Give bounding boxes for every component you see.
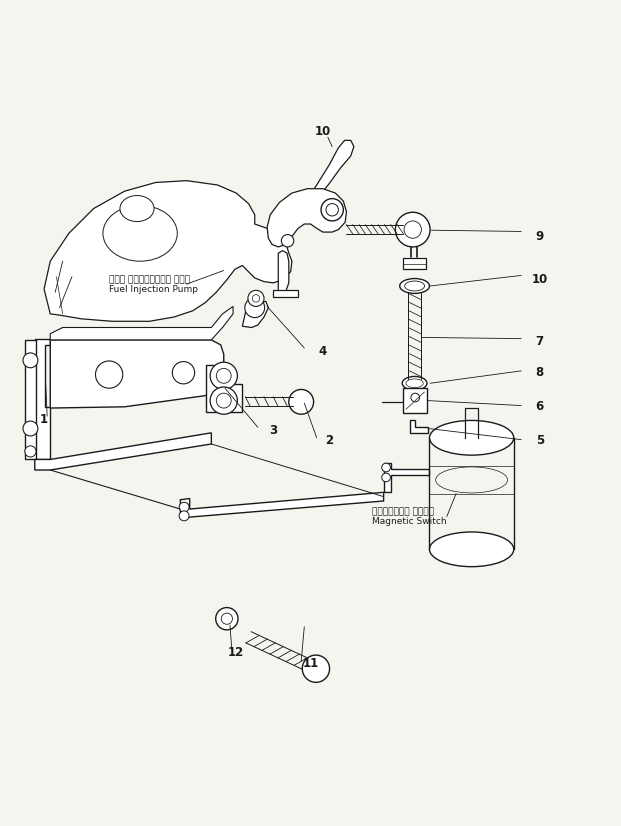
Circle shape [210, 387, 237, 415]
Circle shape [321, 198, 343, 221]
Circle shape [245, 297, 265, 317]
Text: 6: 6 [536, 401, 544, 413]
Polygon shape [25, 339, 36, 459]
Text: 2: 2 [325, 434, 333, 447]
Text: 10: 10 [532, 273, 548, 287]
Circle shape [289, 389, 314, 415]
Text: 5: 5 [536, 434, 544, 448]
Circle shape [302, 655, 330, 682]
Circle shape [281, 235, 294, 247]
Polygon shape [404, 258, 426, 269]
Polygon shape [50, 339, 224, 408]
Circle shape [179, 511, 189, 521]
Polygon shape [206, 364, 242, 411]
Text: 7: 7 [536, 335, 544, 349]
Polygon shape [35, 339, 50, 459]
Polygon shape [278, 250, 289, 297]
Circle shape [96, 361, 123, 388]
Text: 8: 8 [536, 366, 544, 379]
Text: 10: 10 [315, 125, 331, 138]
Circle shape [25, 446, 36, 457]
Text: フェル インジェクション ポンプ: フェル インジェクション ポンプ [109, 275, 190, 284]
Circle shape [23, 353, 38, 368]
Circle shape [396, 212, 430, 247]
Text: 4: 4 [319, 344, 327, 358]
Ellipse shape [400, 278, 430, 293]
Text: 12: 12 [228, 646, 244, 659]
Polygon shape [273, 290, 298, 297]
Polygon shape [44, 140, 354, 321]
Text: Fuel Injection Pump: Fuel Injection Pump [109, 285, 198, 293]
Text: Magnetic Switch: Magnetic Switch [373, 517, 447, 526]
Text: 9: 9 [536, 230, 544, 243]
Circle shape [382, 463, 391, 472]
Ellipse shape [430, 420, 514, 455]
Text: マグネティック スイッチ: マグネティック スイッチ [373, 508, 435, 516]
Circle shape [248, 290, 264, 306]
Circle shape [210, 362, 237, 389]
Circle shape [23, 421, 38, 436]
Text: 1: 1 [40, 413, 48, 425]
Polygon shape [35, 433, 211, 470]
Ellipse shape [430, 532, 514, 567]
Polygon shape [50, 306, 233, 339]
Circle shape [172, 362, 194, 384]
Polygon shape [384, 463, 430, 492]
Ellipse shape [103, 206, 177, 261]
Circle shape [179, 502, 189, 512]
Text: 11: 11 [302, 657, 319, 671]
Ellipse shape [402, 377, 427, 390]
Bar [404, 388, 427, 413]
Polygon shape [180, 492, 384, 519]
Ellipse shape [120, 196, 154, 221]
Polygon shape [242, 301, 268, 327]
Polygon shape [410, 420, 428, 433]
Circle shape [382, 473, 391, 482]
Polygon shape [267, 188, 347, 247]
Text: 3: 3 [270, 424, 278, 437]
Circle shape [215, 608, 238, 630]
